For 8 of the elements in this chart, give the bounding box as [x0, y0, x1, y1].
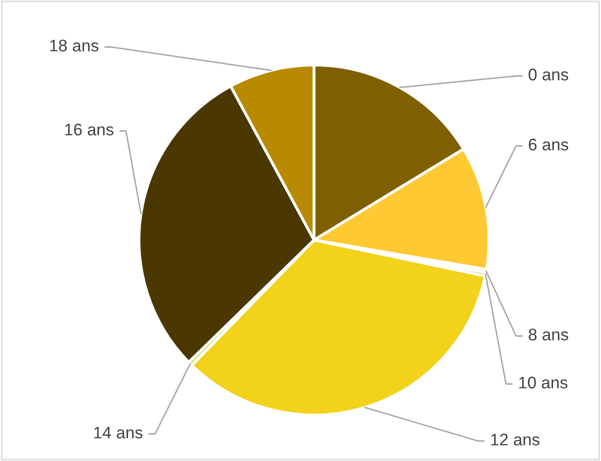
slice-label: 16 ans	[65, 124, 114, 136]
slice-label: 0 ans	[528, 68, 568, 80]
slice-label: 14 ans	[94, 426, 142, 438]
slice-label: 6 ans	[528, 138, 568, 150]
slice-label: 12 ans	[491, 434, 540, 446]
slice-label: 8 ans	[528, 328, 568, 340]
slice-label: 10 ans	[519, 376, 568, 388]
slice-label: 18 ans	[50, 40, 98, 52]
